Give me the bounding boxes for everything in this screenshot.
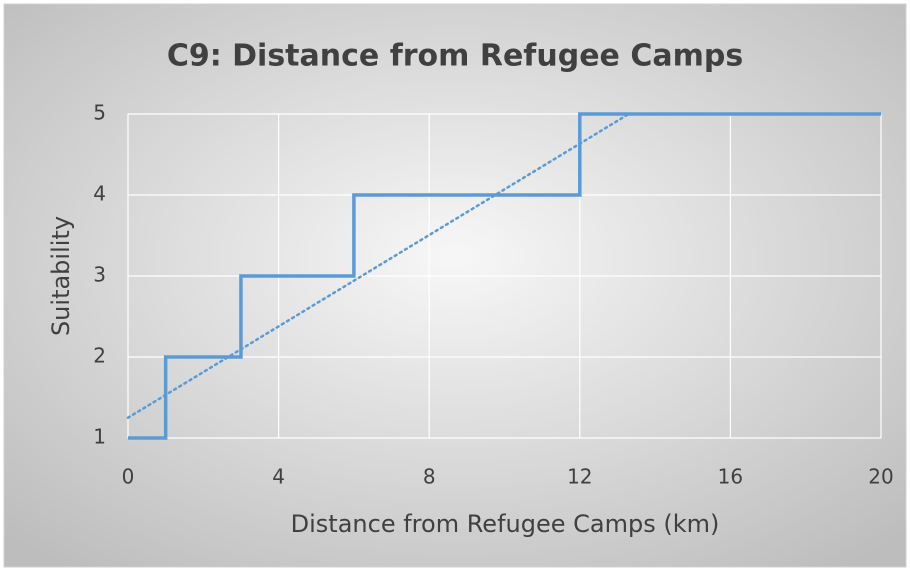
y-tick-label: 2 [93,344,106,368]
x-tick-label: 8 [423,465,436,489]
x-axis-label: Distance from Refugee Camps (km) [291,510,720,538]
x-tick-label: 4 [272,465,285,489]
data-line [128,112,881,440]
x-tick-label: 20 [868,465,893,489]
x-tick-label: 16 [718,465,743,489]
y-axis-label: Suitability [47,216,75,336]
trend-line [126,112,630,419]
y-tick-label: 3 [93,263,106,287]
y-tick-label: 5 [93,101,106,125]
x-tick-label: 12 [567,465,592,489]
y-tick-label: 1 [93,425,106,449]
chart-background [3,3,907,568]
x-tick-label: 0 [122,465,135,489]
chart-title: C9: Distance from Refugee Camps [167,39,743,74]
y-tick-label: 4 [93,182,106,206]
